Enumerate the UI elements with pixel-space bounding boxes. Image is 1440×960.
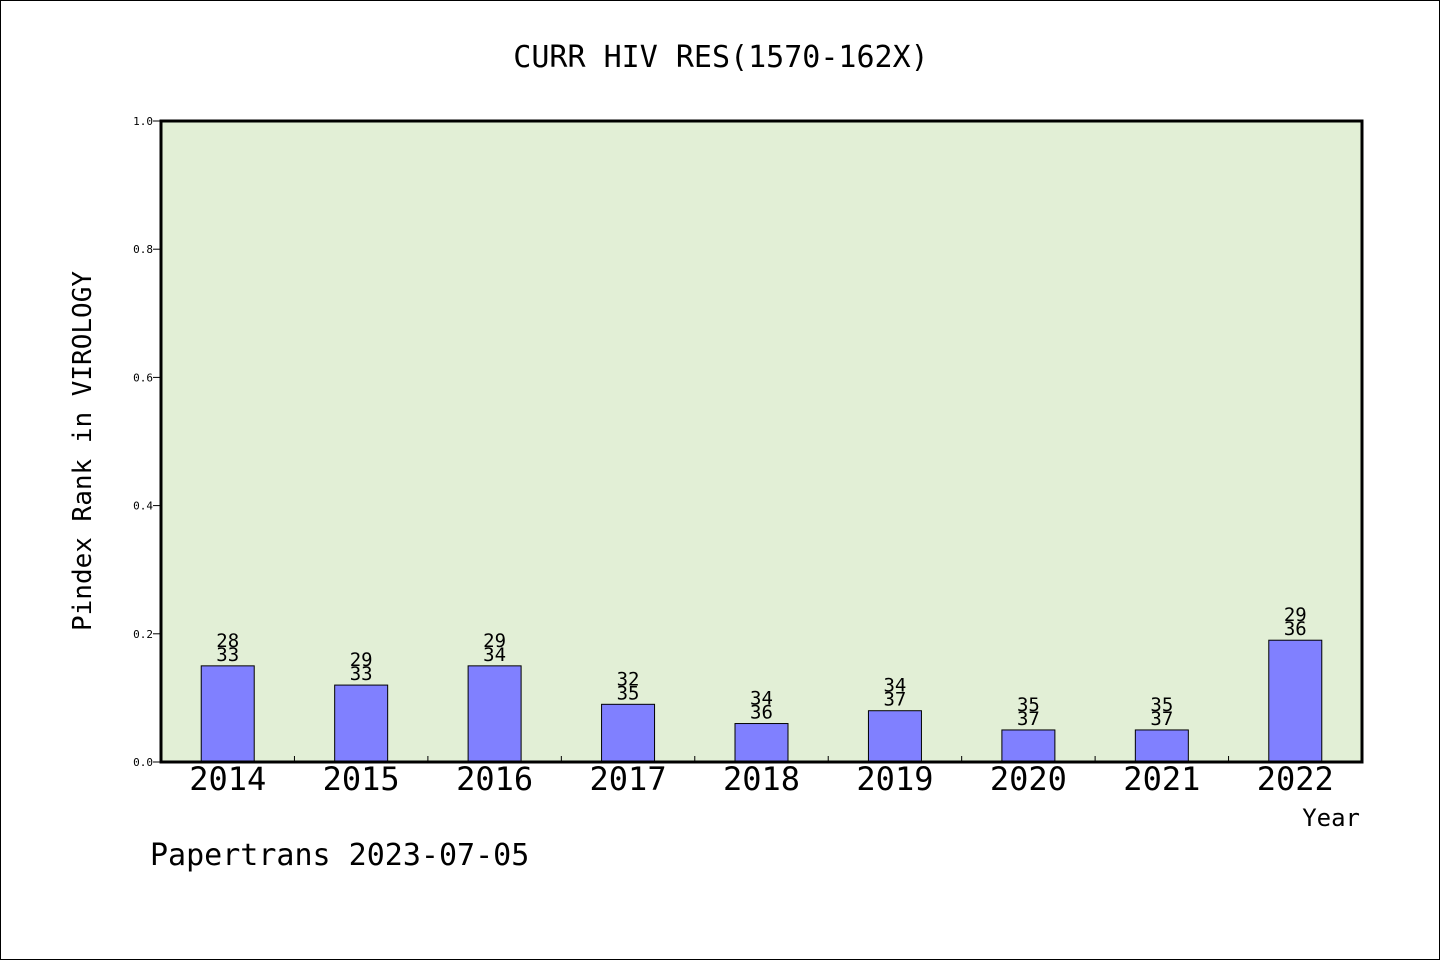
y-tick-label: 0.2 [133,628,153,641]
x-tick-label-2019: 2019 [856,760,933,798]
x-tick-label-2015: 2015 [323,760,400,798]
bar-label-top-2018: 34 [750,688,773,710]
x-tick-label-2017: 2017 [590,760,667,798]
bar-2022 [1268,639,1323,763]
bar-label-top-2019: 34 [883,675,906,697]
x-tick-label-2018: 2018 [723,760,800,798]
bar-label-bottom-2017: 35 [617,682,640,704]
y-tick-label: 0.0 [133,756,153,769]
y-axis-label: Pindex Rank in VIROLOGY [68,271,98,631]
bar-label-bottom-2021: 37 [1150,708,1173,730]
bar-2018 [734,723,789,763]
bar-label-bottom-2019: 37 [883,689,906,711]
bar-label-top-2020: 35 [1017,694,1040,716]
bar-label-top-2014: 28 [216,630,239,652]
y-tick-label: 1.0 [133,115,153,128]
bar-2014 [200,665,255,763]
y-axis: 0.0 0.2 0.4 0.6 0.8 1.0 [133,115,161,769]
bar-label-bottom-2018: 36 [750,702,773,724]
bar-2019 [867,710,922,763]
bar-label-bottom-2020: 37 [1017,708,1040,730]
bar-2021 [1134,729,1189,763]
bar-label-top-2022: 29 [1284,604,1307,626]
y-tick-label: 0.6 [133,371,153,384]
x-tick-label-2022: 2022 [1257,760,1334,798]
bars [200,639,1323,763]
x-axis-label: Year [1302,804,1360,832]
bar-2017 [601,703,656,763]
bar-2015 [334,684,389,763]
x-tick-label-2021: 2021 [1123,760,1200,798]
footer-credit: Papertrans 2023-07-05 [150,838,529,873]
bar-label-top-2016: 29 [483,630,506,652]
bar-label-bottom-2022: 36 [1284,618,1307,640]
y-tick-label: 0.8 [133,243,153,256]
bar-label-bottom-2015: 33 [350,663,373,685]
bar-label-bottom-2016: 34 [483,644,506,666]
bar-2016 [467,665,522,763]
x-tick-label-2014: 2014 [189,760,266,798]
x-axis-tick-labels: 2014 2015 2016 2017 2018 2019 2020 2021 2022 [189,760,1334,798]
bar-label-top-2021: 35 [1150,694,1173,716]
bar-label-top-2015: 29 [350,649,373,671]
plot-border [159,119,1364,764]
x-tick-label-2016: 2016 [456,760,533,798]
y-tick-label: 0.4 [133,500,153,513]
bar-2020 [1001,729,1056,763]
chart-title: CURR HIV RES(1570-162X) [513,40,928,75]
x-tick-label-2020: 2020 [990,760,1067,798]
bar-label-bottom-2014: 33 [216,644,239,666]
bar-label-top-2017: 32 [617,668,640,690]
plot-area [161,121,1362,762]
